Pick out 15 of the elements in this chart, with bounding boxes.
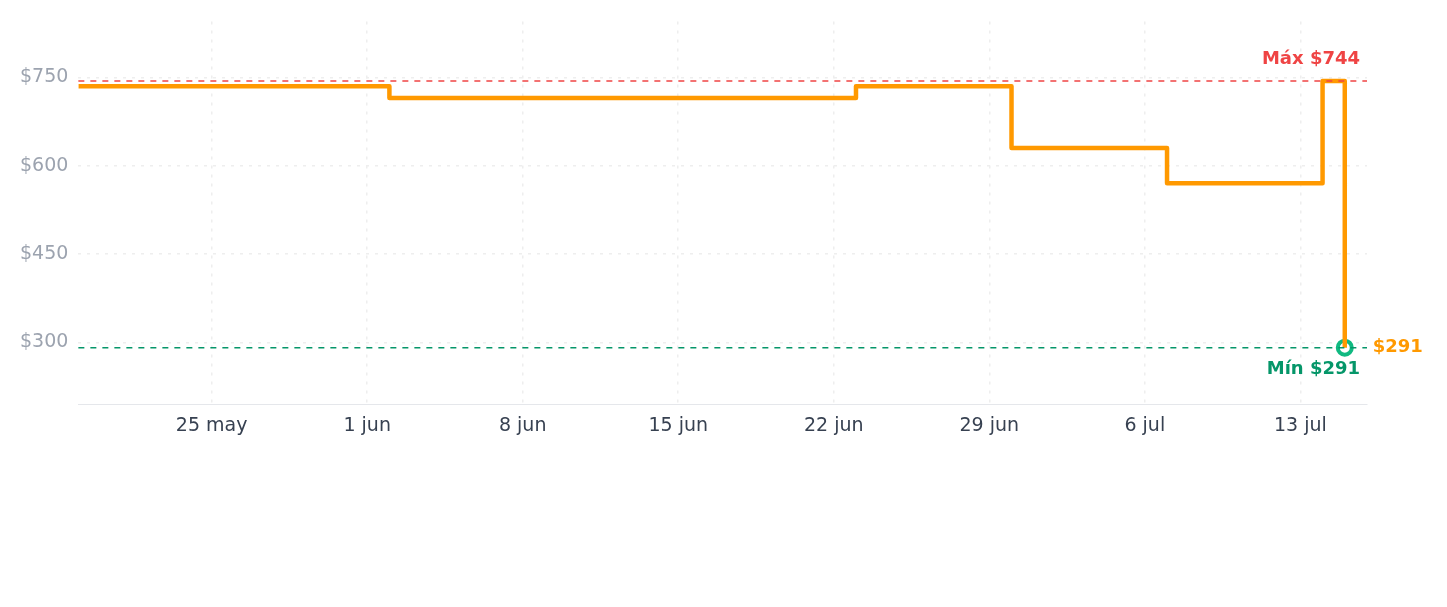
x-tick-label: 29 jun [959, 412, 1020, 435]
ref-line-label: Mín $291 [1266, 357, 1360, 379]
x-tick-label: 13 jul [1273, 412, 1327, 435]
x-tick-label: 15 jun [648, 412, 709, 435]
x-tick-label: 22 jun [803, 412, 864, 435]
y-tick-label: $750 [19, 64, 69, 87]
annotation: $291 [1372, 335, 1423, 357]
ref-line-label: Máx $744 [1261, 46, 1360, 68]
y-tick-label: $450 [19, 240, 69, 263]
y-tick-label: $300 [19, 329, 69, 352]
x-tick-label: 8 jun [498, 412, 547, 435]
y-tick-label: $600 [19, 152, 69, 175]
x-tick-label: 6 jul [1124, 412, 1166, 435]
x-tick-label: 25 may [175, 412, 248, 435]
x-tick-label: 1 jun [343, 412, 391, 435]
